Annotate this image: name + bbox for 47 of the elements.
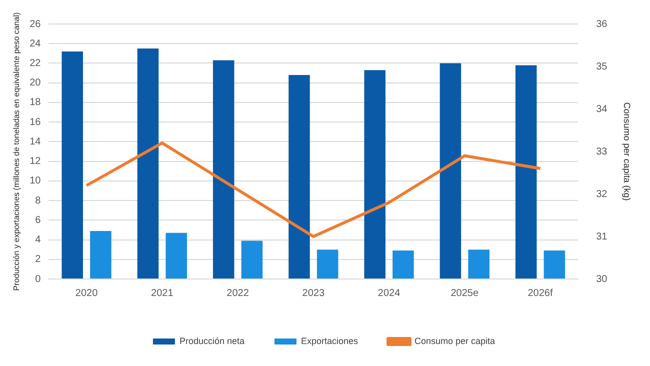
y2-axis-title: Consumo per capita (kg)	[622, 102, 632, 201]
y-tick-label: 16	[30, 116, 42, 128]
legend-label: Consumo per capita	[414, 336, 496, 346]
legend-label: Producción neta	[179, 336, 244, 346]
y2-tick-label: 33	[596, 146, 608, 158]
x-tick-label: 2021	[151, 288, 174, 299]
y-tick-label: 26	[30, 18, 42, 30]
y-tick-label: 2	[35, 254, 42, 266]
y-tick-label: 6	[35, 214, 42, 226]
y2-tick-label: 35	[596, 61, 608, 72]
legend-label: Exportaciones	[300, 336, 359, 346]
y-tick-label: 8	[35, 195, 42, 206]
y-tick-label: 14	[30, 136, 42, 148]
y-tick-label: 10	[30, 176, 42, 187]
bar	[90, 230, 112, 278]
bar	[241, 240, 263, 278]
x-tick-label: 2026f	[528, 288, 553, 299]
x-tick-label: 2025e	[450, 288, 479, 299]
y-tick-label: 4	[35, 234, 42, 246]
y2-tick-label: 36	[596, 18, 608, 30]
bar	[364, 70, 386, 278]
bar	[544, 250, 566, 278]
bar	[166, 232, 187, 278]
y-tick-label: 18	[30, 97, 42, 108]
y-tick-label: 0	[35, 274, 42, 285]
x-tick-label: 2024	[378, 288, 401, 299]
y-tick-label: 12	[30, 156, 42, 168]
y2-tick-label: 31	[596, 231, 608, 242]
y-tick-label: 20	[30, 78, 42, 89]
y2-tick-label: 30	[596, 274, 608, 285]
bar	[316, 250, 338, 278]
x-tick-label: 2023	[302, 288, 325, 299]
y2-tick-label: 32	[596, 188, 608, 200]
y-axis-title: Producción y exportaciones (millones de toneladas en equivalente peso canal)	[12, 12, 22, 291]
y-tick-label: 24	[30, 38, 42, 50]
bar	[212, 60, 234, 278]
bar	[288, 75, 310, 278]
bar	[392, 250, 414, 278]
bar	[515, 65, 537, 278]
bar	[468, 250, 490, 278]
x-tick-label: 2022	[226, 288, 250, 299]
bar	[62, 51, 83, 278]
x-tick-label: 2020	[75, 288, 98, 299]
bar	[440, 63, 462, 278]
bar	[137, 48, 159, 278]
y2-tick-label: 34	[596, 104, 608, 115]
y-tick-label: 22	[30, 58, 42, 69]
